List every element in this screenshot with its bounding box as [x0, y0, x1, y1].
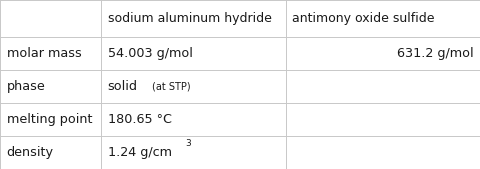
Text: phase: phase — [7, 80, 46, 93]
Text: sodium aluminum hydride: sodium aluminum hydride — [108, 12, 271, 25]
Text: molar mass: molar mass — [7, 47, 82, 60]
Text: 631.2 g/mol: 631.2 g/mol — [396, 47, 473, 60]
Text: melting point: melting point — [7, 113, 92, 126]
Text: density: density — [7, 146, 54, 159]
Text: solid: solid — [108, 80, 137, 93]
Text: (at STP): (at STP) — [152, 82, 191, 92]
Text: 54.003 g/mol: 54.003 g/mol — [108, 47, 192, 60]
Text: 1.24 g/cm: 1.24 g/cm — [108, 146, 171, 159]
Text: 180.65 °C: 180.65 °C — [108, 113, 171, 126]
Text: antimony oxide sulfide: antimony oxide sulfide — [292, 12, 435, 25]
Text: 3: 3 — [185, 139, 191, 148]
